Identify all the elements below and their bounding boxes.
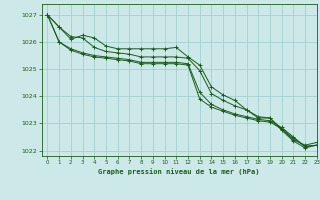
X-axis label: Graphe pression niveau de la mer (hPa): Graphe pression niveau de la mer (hPa) — [99, 168, 260, 175]
